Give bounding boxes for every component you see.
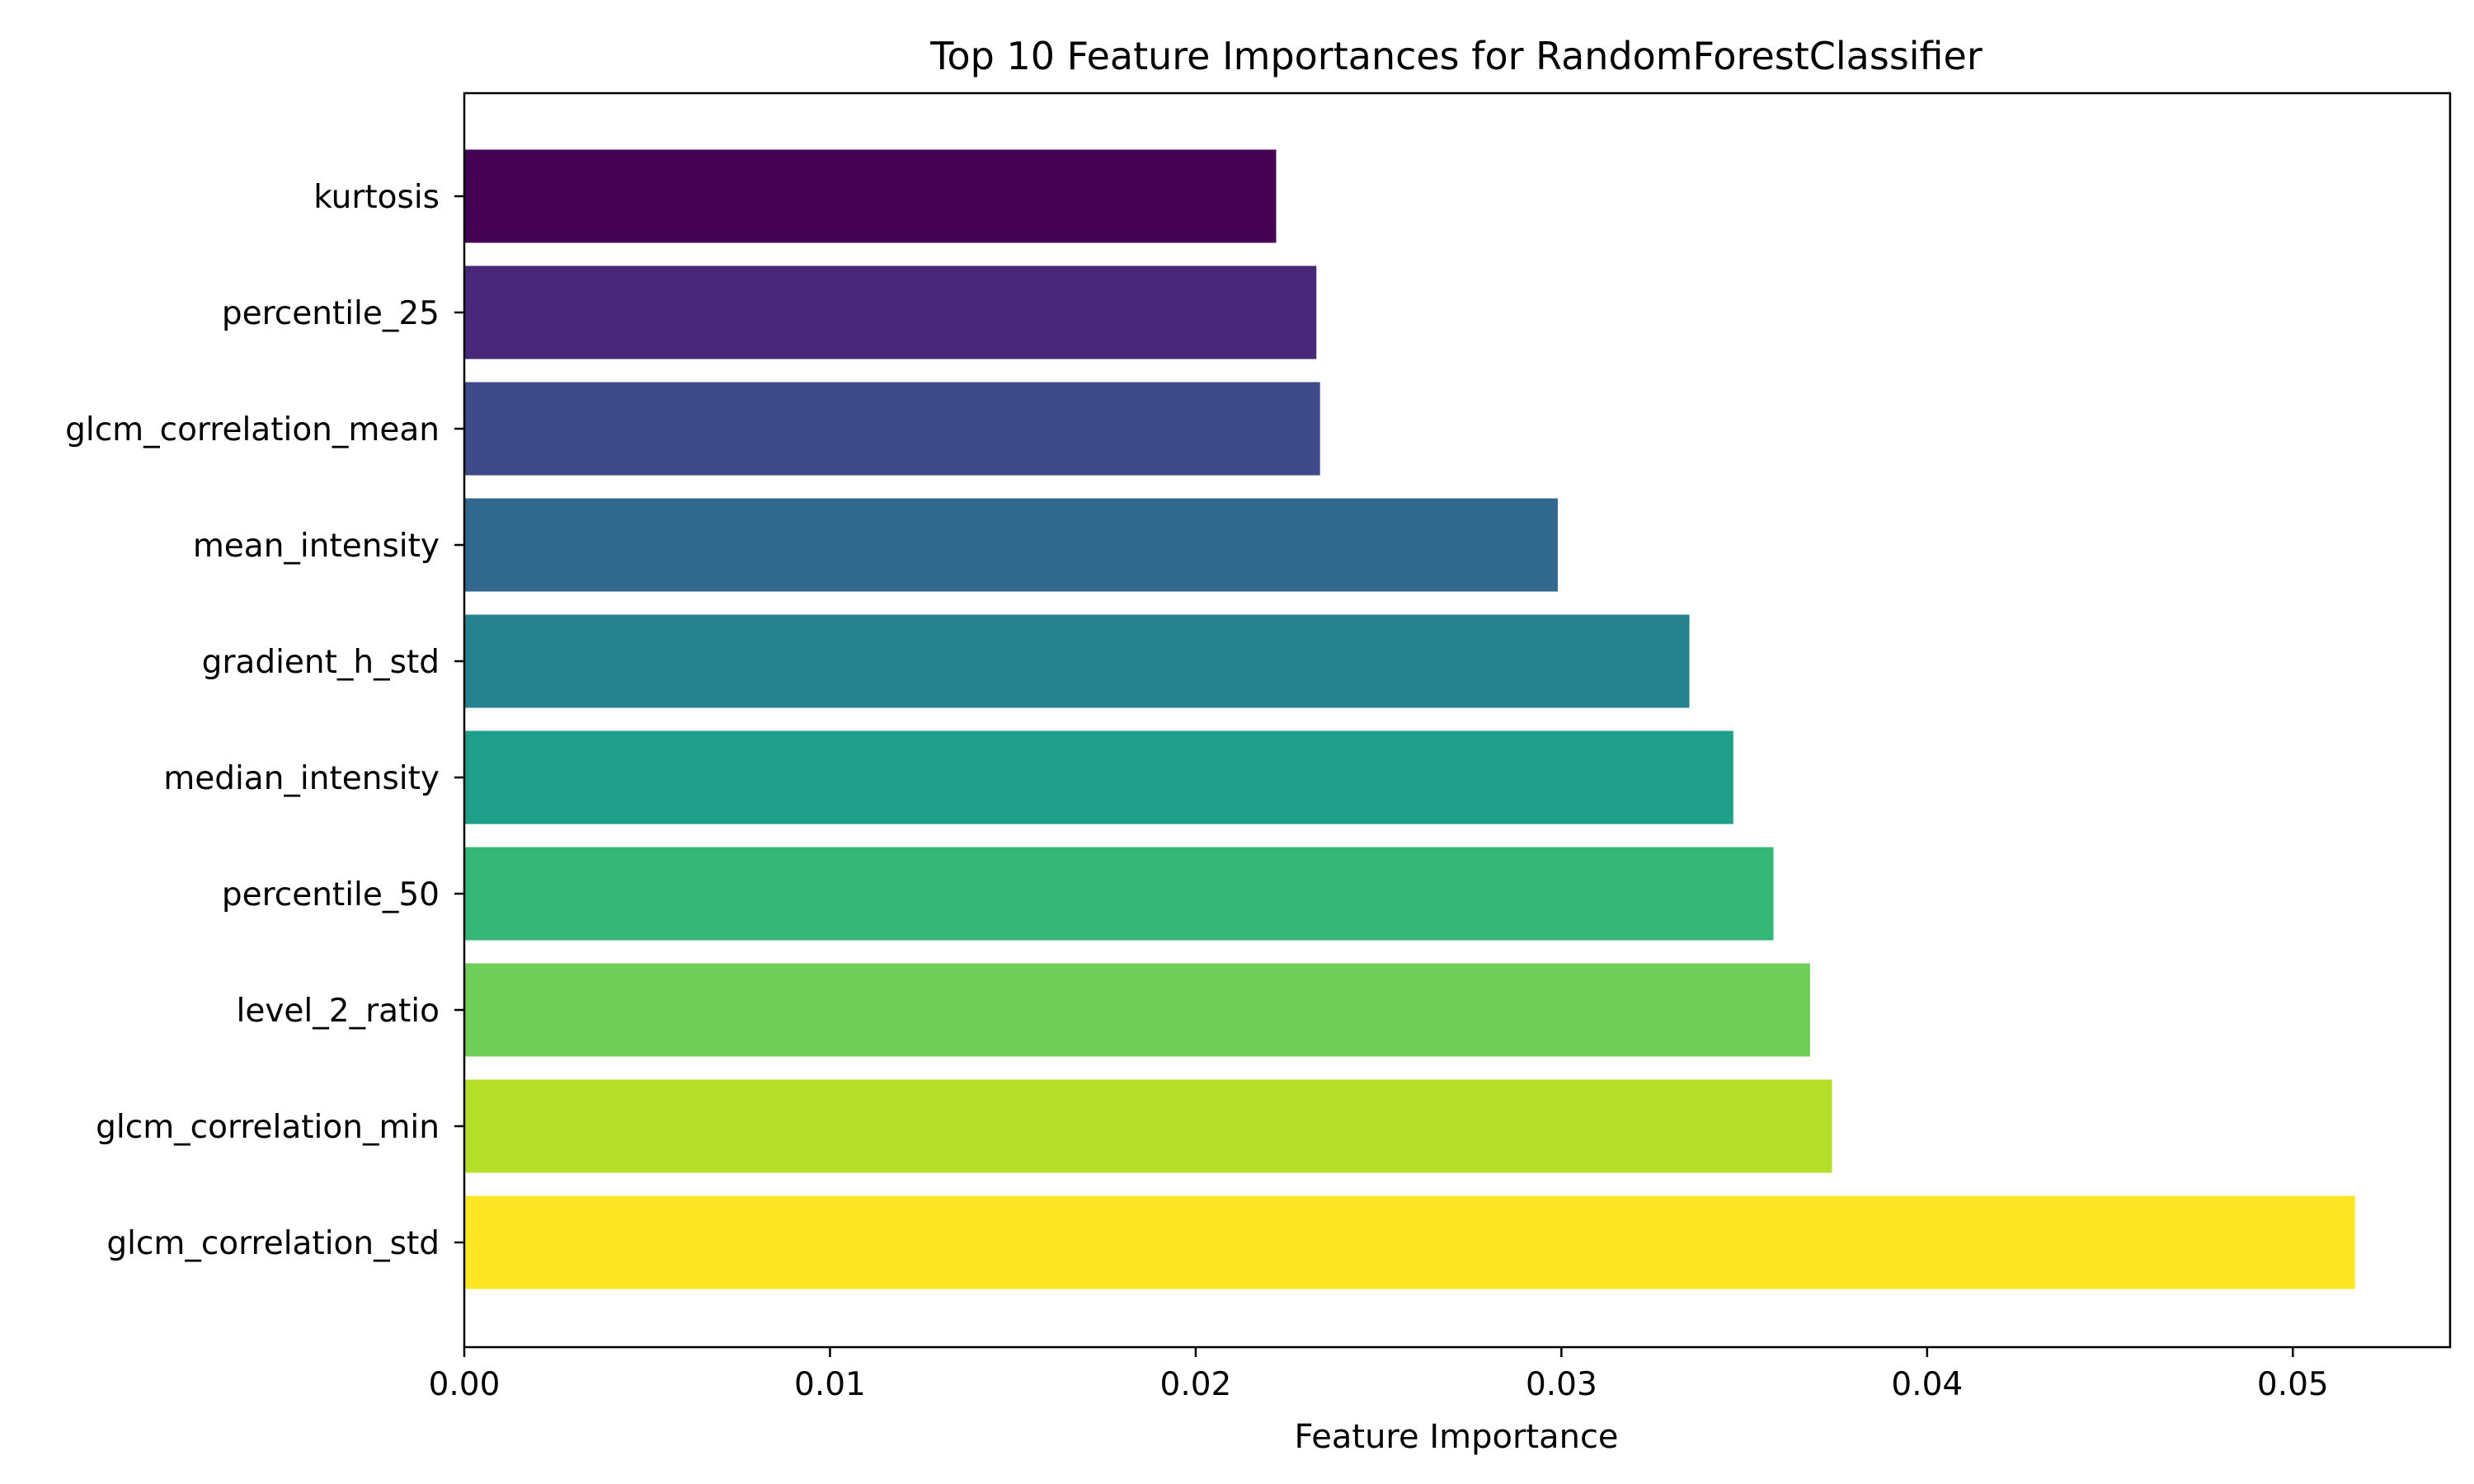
bar-gradient-h-std <box>464 614 1690 708</box>
bar-median-intensity <box>464 730 1733 824</box>
y-tick-label: percentile_25 <box>222 295 440 332</box>
bar-level-2-ratio <box>464 963 1810 1057</box>
plot-frame <box>463 92 2452 1349</box>
x-axis-ticks: 0.00 0.01 0.02 0.03 0.04 0.05 <box>429 1347 2329 1403</box>
x-tick-label: 0.03 <box>1526 1366 1597 1403</box>
x-tick-label: 0.04 <box>1891 1366 1963 1403</box>
y-axis-ticks: kurtosis percentile_25 glcm_correlation_me… <box>65 179 464 1262</box>
y-tick-label: mean_intensity <box>193 528 440 565</box>
bar-kurtosis <box>464 149 1277 243</box>
bar-percentile-50 <box>464 847 1774 941</box>
y-tick-label: level_2_ratio <box>237 993 440 1030</box>
bar-mean-intensity <box>464 498 1558 592</box>
y-tick-label: kurtosis <box>313 179 440 216</box>
x-tick-label: 0.02 <box>1160 1366 1232 1403</box>
y-tick-label: glcm_correlation_min <box>96 1109 440 1146</box>
y-tick-label: gradient_h_std <box>202 644 440 681</box>
x-tick-label: 0.01 <box>794 1366 866 1403</box>
bars-layer <box>464 149 2355 1289</box>
bar-glcm-correlation-min <box>464 1079 1832 1173</box>
bar-glcm-correlation-std <box>464 1195 2355 1289</box>
y-tick-label: percentile_50 <box>222 876 440 913</box>
bar-glcm-correlation-mean <box>464 382 1320 476</box>
x-tick-label: 0.00 <box>429 1366 501 1403</box>
y-tick-label: glcm_correlation_mean <box>65 411 440 448</box>
bar-percentile-25 <box>464 265 1317 359</box>
y-tick-label: glcm_correlation_std <box>106 1225 440 1262</box>
x-axis-label: Feature Importance <box>1294 1418 1618 1456</box>
chart-title: Top 10 Feature Importances for RandomFor… <box>929 34 1982 78</box>
y-tick-label: median_intensity <box>163 760 440 797</box>
x-tick-label: 0.05 <box>2257 1366 2329 1403</box>
